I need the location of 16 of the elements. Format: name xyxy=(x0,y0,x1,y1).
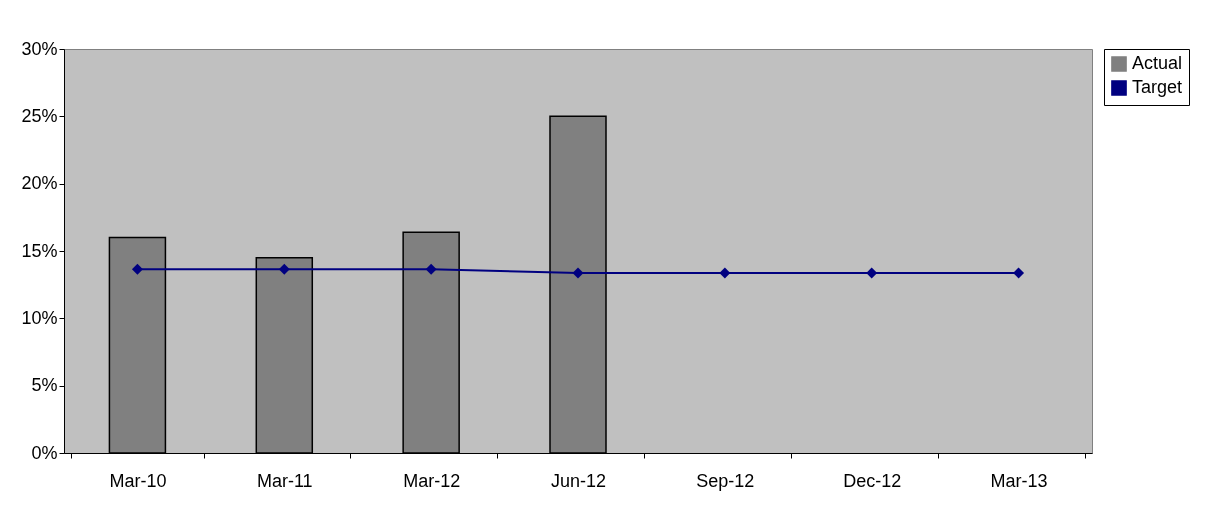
legend-label: Target xyxy=(1132,77,1183,97)
x-tick-label: Mar-13 xyxy=(990,470,1048,491)
y-tick-label: 0% xyxy=(31,442,58,463)
y-tick-label: 30% xyxy=(21,38,58,59)
x-tick-label: Sep-12 xyxy=(696,470,755,491)
x-tick-label: Jun-12 xyxy=(550,470,607,491)
x-tick-label: Dec-12 xyxy=(843,470,902,491)
x-tick-label: Mar-10 xyxy=(109,470,167,491)
y-tick-label: 20% xyxy=(21,173,58,194)
y-tick-label: 25% xyxy=(21,105,58,126)
x-tick-label: Mar-11 xyxy=(256,470,313,491)
legend-label: Actual xyxy=(1132,53,1183,73)
y-tick-label: 5% xyxy=(31,375,58,396)
y-tick-label: 15% xyxy=(21,240,58,261)
x-tick-label: Mar-12 xyxy=(403,470,461,491)
y-tick-label: 10% xyxy=(21,307,58,328)
